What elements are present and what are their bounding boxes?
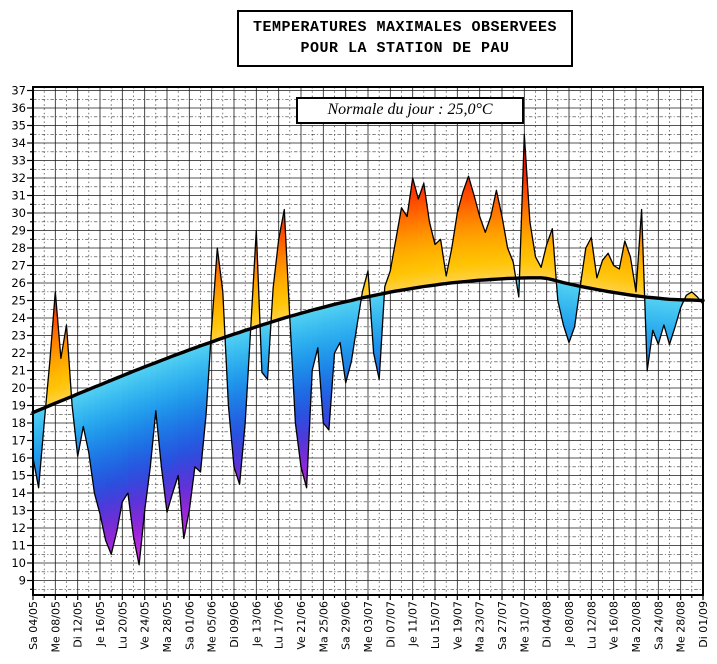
x-axis-label: Di 12/05 bbox=[72, 601, 85, 648]
x-axis-label: Lu 20/05 bbox=[116, 601, 129, 649]
curves-and-border bbox=[27, 86, 705, 600]
x-axis-label: Di 09/06 bbox=[228, 601, 241, 648]
x-axis-label: Di 07/07 bbox=[384, 601, 397, 648]
x-axis-label: Sa 27/07 bbox=[496, 601, 509, 650]
y-axis-label: 9 bbox=[19, 574, 26, 588]
y-axis-label: 31 bbox=[11, 189, 26, 203]
x-axis-label: Ma 23/07 bbox=[474, 601, 487, 652]
x-axis-label: Je 08/08 bbox=[563, 601, 576, 647]
y-axis-label: 27 bbox=[11, 259, 26, 273]
x-axis-label: Sa 24/08 bbox=[652, 601, 665, 650]
x-axis-label: Ma 20/08 bbox=[630, 601, 643, 652]
y-axis-label: 32 bbox=[11, 171, 26, 185]
y-axis-label: 37 bbox=[11, 84, 26, 98]
x-axis-label: Ve 21/06 bbox=[295, 601, 308, 650]
y-axis-label: 17 bbox=[11, 434, 26, 448]
y-axis-label: 19 bbox=[11, 399, 26, 413]
x-axis-label: Sa 01/06 bbox=[183, 601, 196, 650]
y-axis-label: 16 bbox=[11, 451, 26, 465]
normal-annotation-box: Normale du jour : 25,0°C bbox=[296, 97, 524, 124]
y-axis-label: 20 bbox=[11, 381, 26, 395]
y-axis-label: 18 bbox=[11, 416, 26, 430]
x-axis-label: Je 13/06 bbox=[250, 601, 263, 647]
y-axis-label: 36 bbox=[11, 101, 26, 115]
y-axis-label: 26 bbox=[11, 276, 26, 290]
x-axis-label: Sa 29/06 bbox=[340, 601, 353, 650]
chart-title-line2: POUR LA STATION DE PAU bbox=[300, 40, 510, 57]
x-axis-label: Me 08/05 bbox=[49, 601, 62, 652]
y-axis-label: 10 bbox=[11, 556, 26, 570]
y-axis-label: 24 bbox=[11, 311, 26, 325]
x-axis-label: Me 31/07 bbox=[518, 601, 531, 652]
y-axis-label: 33 bbox=[11, 154, 26, 168]
x-axis-label: Di 04/08 bbox=[541, 601, 554, 648]
normal-curve-line bbox=[31, 276, 705, 415]
y-axis-label: 12 bbox=[11, 521, 26, 535]
y-axis-label: 25 bbox=[11, 294, 26, 308]
temperature-series-line bbox=[32, 133, 704, 566]
x-axis-label: Ma 25/06 bbox=[317, 601, 330, 652]
y-axis-label: 15 bbox=[11, 469, 26, 483]
x-axis-label: Me 03/07 bbox=[362, 601, 375, 652]
y-axis-label: 29 bbox=[11, 224, 26, 238]
x-axis-label: Je 16/05 bbox=[94, 601, 107, 647]
y-axis-label: 13 bbox=[11, 504, 26, 518]
x-axis-label: Ve 16/08 bbox=[608, 601, 621, 650]
chart-title-box: TEMPERATURES MAXIMALES OBSERVEES POUR LA… bbox=[237, 10, 573, 67]
x-axis-label: Me 05/06 bbox=[206, 601, 219, 652]
y-axis-label: 21 bbox=[11, 364, 26, 378]
y-axis-label: 30 bbox=[11, 206, 26, 220]
y-axis-label: 22 bbox=[11, 346, 26, 360]
x-axis-label: Ma 28/05 bbox=[161, 601, 174, 652]
y-axis-label: 14 bbox=[11, 486, 26, 500]
x-axis-label: Lu 15/07 bbox=[429, 601, 442, 649]
y-axis-label: 11 bbox=[11, 539, 26, 553]
x-axis-label: Lu 17/06 bbox=[273, 601, 286, 649]
x-axis-label: Ve 19/07 bbox=[451, 601, 464, 650]
y-axis-label: 28 bbox=[11, 241, 26, 255]
x-axis-label: Lu 12/08 bbox=[585, 601, 598, 649]
x-axis-label: Di 01/09 bbox=[697, 601, 710, 648]
x-axis-label: Me 28/08 bbox=[675, 601, 688, 652]
y-axis-label: 35 bbox=[11, 119, 26, 133]
x-axis-label: Je 11/07 bbox=[407, 601, 420, 647]
x-axis-label: Ve 24/05 bbox=[139, 601, 152, 650]
y-axis-label: 23 bbox=[11, 329, 26, 343]
normal-annotation-text: Normale du jour : 25,0°C bbox=[327, 101, 493, 118]
chart-title-line1: TEMPERATURES MAXIMALES OBSERVEES bbox=[252, 19, 558, 36]
y-axis-label: 34 bbox=[11, 136, 26, 150]
axis-labels: 37 36 35 34 33 32 31 30 29 28 27 26 25 24 23 22 21 20 19 18… bbox=[11, 84, 710, 653]
x-axis-label: Sa 04/05 bbox=[27, 601, 40, 650]
